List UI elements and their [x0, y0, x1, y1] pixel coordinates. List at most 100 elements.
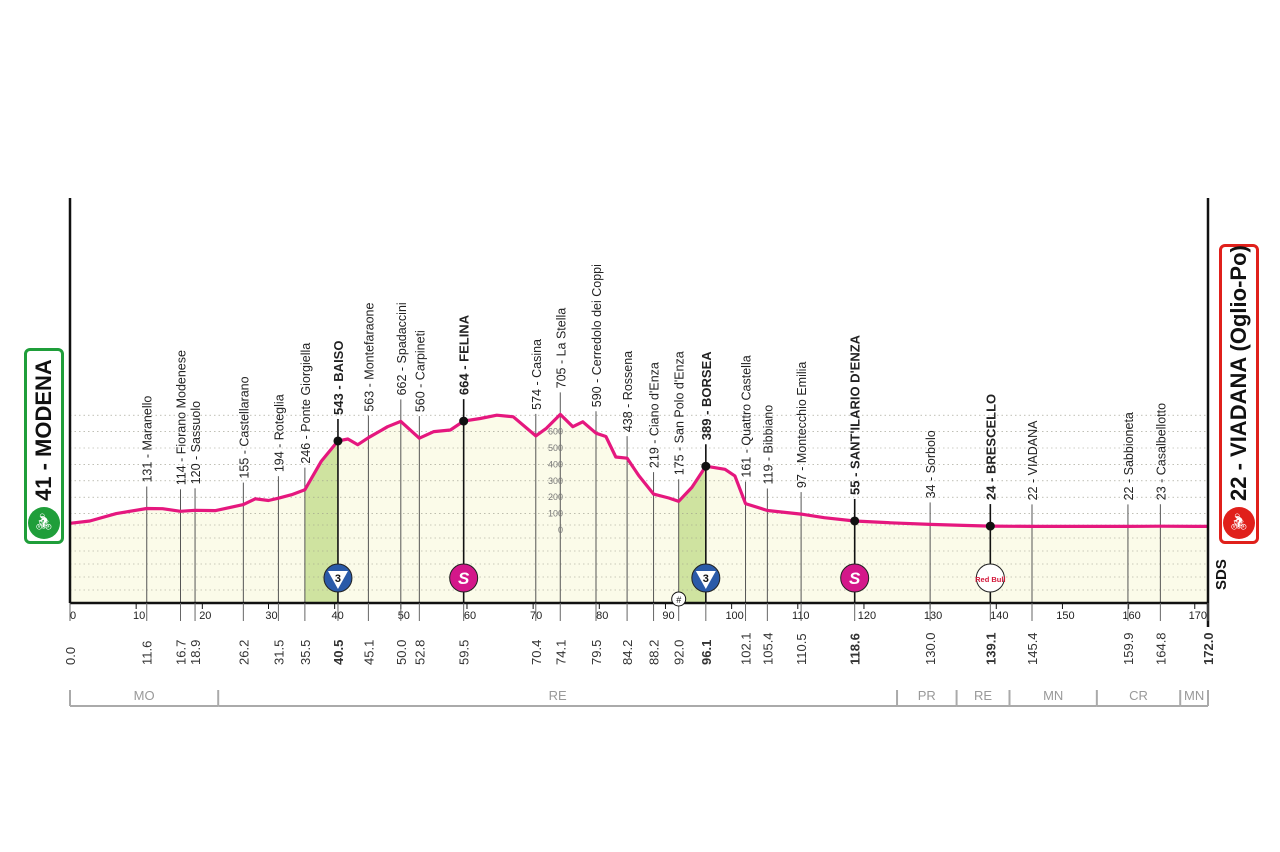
location-label: 563 - Montefaraone — [362, 303, 376, 412]
y-tick-label: 200 — [548, 492, 563, 502]
location-label: 574 - Casina — [530, 339, 544, 410]
summit-point — [333, 436, 343, 446]
province-label: RE — [974, 688, 992, 703]
sprint-label: S — [849, 569, 861, 588]
x-tick-label: 80 — [596, 610, 608, 622]
location-label: 161 - Quattro Castella — [740, 355, 754, 477]
x-tick-label: 10 — [133, 610, 145, 622]
location-label: 194 - Roteglia — [272, 394, 286, 472]
x-tick-label: 130 — [924, 610, 942, 622]
location-label: 219 - Ciano d'Enza — [648, 362, 662, 468]
km-marker-label: 31.5 — [271, 640, 286, 665]
province-label: RE — [549, 688, 567, 703]
x-tick-label: 20 — [199, 610, 211, 622]
profile-line — [69, 412, 1208, 528]
km-marker-label: 40.5 — [331, 640, 346, 665]
km-marker-label: 92.0 — [672, 640, 687, 665]
sds-logo: SDS — [1213, 559, 1230, 590]
location-label: 119 - Bibbiano — [761, 405, 775, 485]
x-tick-label: 160 — [1122, 610, 1140, 622]
feed-zone-icon — [671, 591, 687, 607]
start-label: 41 - MODENA — [31, 359, 56, 501]
location-label: 662 - Spadaccini — [395, 302, 409, 395]
y-tick-label: 300 — [548, 476, 563, 486]
sprint-label: S — [458, 569, 470, 588]
location-label: 55 - SANT'ILARIO D'ENZA — [848, 334, 863, 495]
km-marker-label: 45.1 — [361, 640, 376, 665]
km-marker-label: 26.2 — [236, 640, 251, 665]
x-tick-label: 120 — [858, 610, 876, 622]
province-label: MN — [1043, 688, 1063, 703]
km-marker-label: 59.5 — [457, 640, 472, 665]
location-label: 175 - San Polo d'Enza — [673, 351, 687, 475]
climb-area — [304, 440, 338, 603]
kom-triangle — [695, 571, 716, 589]
km-marker-label: 110.5 — [794, 633, 809, 665]
km-marker-label: 172.0 — [1201, 632, 1216, 665]
x-tick-label: 150 — [1056, 610, 1074, 622]
location-label: 120 - Sassuolo — [189, 401, 203, 484]
y-tick-label: 100 — [548, 509, 563, 519]
start-label-box: 41 - MODENA 🚴︎ — [24, 348, 64, 544]
x-tick-label: 50 — [398, 610, 410, 622]
location-label: 664 - FELINA — [457, 314, 472, 395]
location-label: 543 - BAISO — [331, 341, 346, 415]
location-label: 22 - VIADANA — [1026, 420, 1040, 501]
province-label: MO — [134, 688, 155, 703]
sprint-icon — [840, 563, 870, 593]
location-label: 705 - La Stella — [554, 308, 568, 389]
province-label: CR — [1129, 688, 1148, 703]
location-label: 114 - Fiorano Modenese — [174, 350, 188, 485]
summit-point — [850, 516, 860, 526]
finish-label: 22 - VIADANA (Oglio-Po) — [1226, 245, 1251, 501]
x-tick-label: 0 — [70, 610, 76, 622]
km-marker-label: 139.1 — [983, 632, 998, 665]
location-label: 560 - Carpineti — [413, 330, 427, 412]
km-marker-label: 74.1 — [553, 640, 568, 665]
km-marker-label: 11.6 — [140, 641, 155, 665]
province-label: MN — [1184, 688, 1204, 703]
y-tick-label: 400 — [548, 459, 563, 469]
location-label: 97 - Montecchio Emilia — [795, 362, 809, 488]
x-tick-label: 170 — [1189, 610, 1207, 622]
y-tick-label: 500 — [548, 443, 563, 453]
location-label: 23 - Casalbellotto — [1154, 403, 1168, 500]
km-marker-label: 130.0 — [923, 632, 938, 665]
location-label: 389 - BORSEA — [699, 351, 714, 440]
km-marker-label: 102.1 — [739, 632, 754, 665]
kom-triangle — [327, 571, 348, 589]
cyclist-finish-icon: 🚴︎ — [1223, 507, 1255, 539]
location-label: 131 - Maranello — [141, 396, 155, 483]
location-label: 22 - Sabbioneta — [1122, 412, 1136, 500]
x-tick-label: 140 — [990, 610, 1008, 622]
x-tick-label: 90 — [662, 610, 674, 622]
location-label: 155 - Castellarano — [237, 376, 251, 478]
km-marker-label: 145.4 — [1025, 632, 1040, 665]
km-marker-label: 164.8 — [1153, 632, 1168, 665]
y-tick-label: 600 — [548, 427, 563, 437]
location-label: 24 - BRESCELLO — [983, 394, 998, 500]
km-marker-label: 52.8 — [412, 640, 427, 665]
location-label: 590 - Cerredolo dei Coppi — [590, 264, 604, 407]
km-marker-label: 0.0 — [63, 647, 78, 665]
sprint-icon — [449, 563, 479, 593]
x-tick-label: 60 — [464, 610, 476, 622]
km-marker-label: 96.1 — [699, 640, 714, 665]
x-tick-label: 100 — [725, 610, 743, 622]
finish-label-box: 22 - VIADANA (Oglio-Po) 🚴︎ — [1219, 244, 1259, 544]
km-marker-label: 84.2 — [620, 640, 635, 665]
y-tick-label: 0 — [558, 525, 563, 535]
km-marker-label: 118.6 — [848, 633, 863, 665]
province-label: PR — [918, 688, 936, 703]
red-bull-label: Red Bull — [975, 575, 1005, 584]
km-marker-label: 79.5 — [589, 640, 604, 665]
kom-category-label: 3 — [335, 573, 341, 585]
summit-point — [701, 461, 711, 471]
km-marker-label: 50.0 — [394, 640, 409, 665]
feed-zone-icon-glyph: # — [676, 595, 681, 605]
km-marker-label: 35.5 — [298, 640, 313, 665]
x-tick-label: 30 — [265, 610, 277, 622]
red-bull-km-icon — [975, 563, 1005, 593]
location-label: 438 - Rossena — [621, 351, 635, 432]
